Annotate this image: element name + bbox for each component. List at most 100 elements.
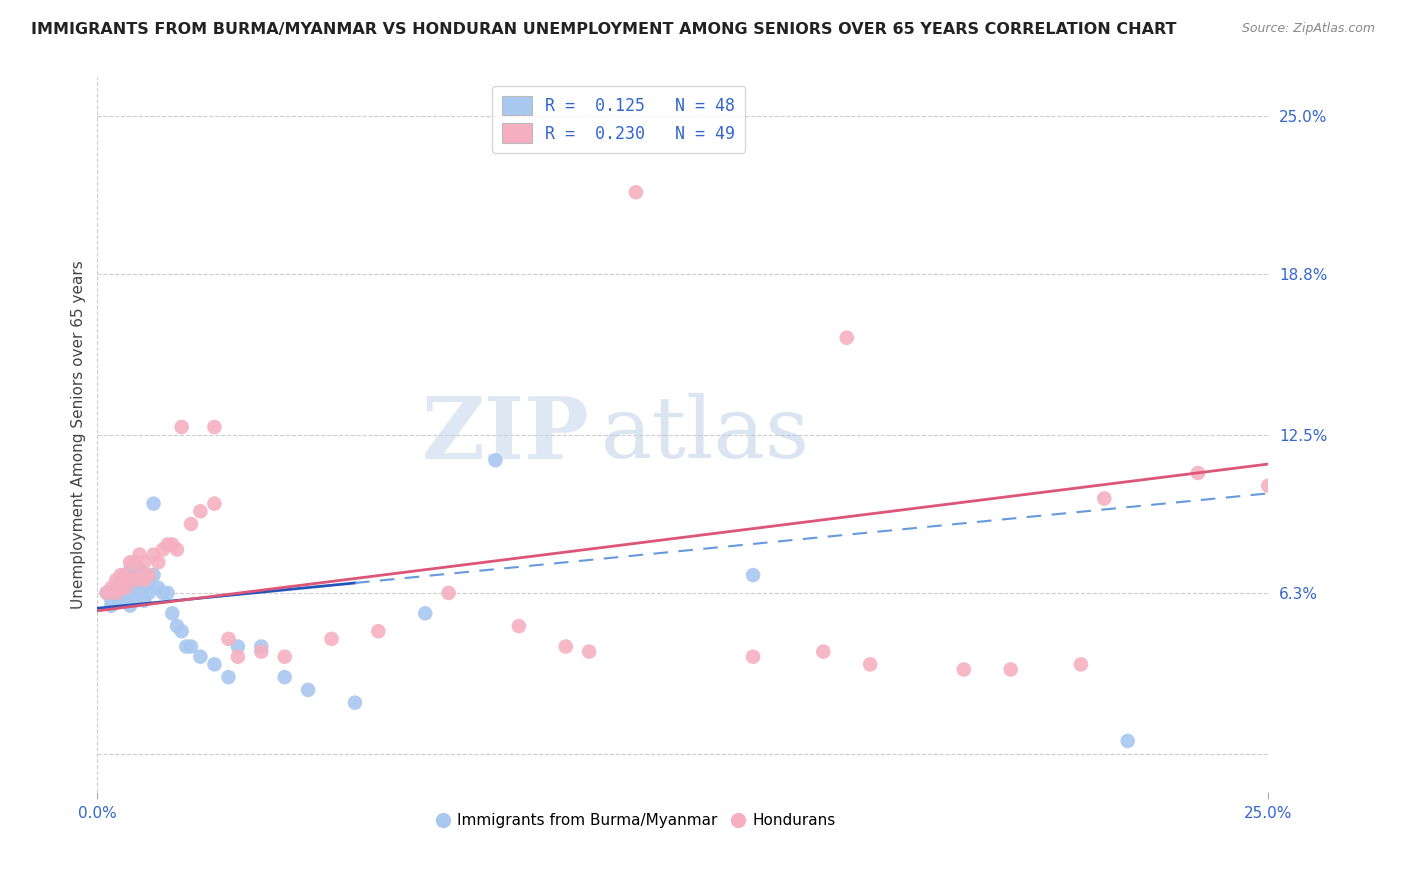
Point [180,640,202,654]
Point [128,563,150,577]
Point [138,573,160,587]
Point [1257,479,1279,493]
Point [170,420,193,434]
Point [226,640,249,654]
Point [128,568,150,582]
Point [226,649,249,664]
Text: ZIP: ZIP [422,392,589,476]
Point [204,657,226,672]
Point [100,581,122,595]
Point [134,573,156,587]
Point [1092,491,1115,506]
Point [218,632,240,646]
Point [96,586,118,600]
Point [367,624,389,639]
Point [162,607,184,621]
Point [152,586,174,600]
Point [110,593,132,607]
Point [142,568,165,582]
Point [114,593,136,607]
Point [190,649,212,664]
Point [170,624,193,639]
Point [859,657,882,672]
Point [124,568,146,582]
Point [142,497,165,511]
Point [96,586,118,600]
Point [148,581,170,595]
Point [250,640,273,654]
Point [100,599,122,613]
Point [105,586,128,600]
Point [952,663,974,677]
Point [105,573,128,587]
Y-axis label: Unemployment Among Seniors over 65 years: Unemployment Among Seniors over 65 years [72,260,86,609]
Text: Source: ZipAtlas.com: Source: ZipAtlas.com [1241,22,1375,36]
Point [484,453,506,467]
Point [120,573,142,587]
Point [742,649,765,664]
Point [835,331,858,345]
Point [166,542,188,557]
Point [162,537,184,551]
Point [114,573,136,587]
Point [218,670,240,684]
Point [128,548,150,562]
Point [142,548,165,562]
Point [134,581,156,595]
Point [742,568,765,582]
Point [152,542,174,557]
Point [110,581,132,595]
Point [190,504,212,518]
Point [124,555,146,569]
Point [554,640,576,654]
Point [100,593,122,607]
Point [166,619,188,633]
Point [128,573,150,587]
Point [120,555,142,569]
Text: atlas: atlas [600,393,810,476]
Point [148,555,170,569]
Point [273,670,295,684]
Point [343,696,366,710]
Point [1000,663,1022,677]
Point [120,563,142,577]
Point [321,632,343,646]
Point [134,555,156,569]
Point [250,645,273,659]
Legend: Immigrants from Burma/Myanmar, Hondurans: Immigrants from Burma/Myanmar, Hondurans [430,807,841,834]
Point [624,186,647,200]
Point [124,593,146,607]
Point [204,497,226,511]
Point [134,593,156,607]
Point [413,607,436,621]
Point [180,516,202,531]
Point [138,568,160,582]
Point [120,586,142,600]
Point [105,586,128,600]
Point [114,581,136,595]
Text: IMMIGRANTS FROM BURMA/MYANMAR VS HONDURAN UNEMPLOYMENT AMONG SENIORS OVER 65 YEA: IMMIGRANTS FROM BURMA/MYANMAR VS HONDURA… [31,22,1177,37]
Point [813,645,835,659]
Point [1070,657,1092,672]
Point [297,682,319,697]
Point [110,586,132,600]
Point [176,640,198,654]
Point [437,586,460,600]
Point [508,619,530,633]
Point [120,573,142,587]
Point [273,649,295,664]
Point [124,581,146,595]
Point [156,586,179,600]
Point [114,568,136,582]
Point [114,581,136,595]
Point [120,599,142,613]
Point [124,573,146,587]
Point [110,568,132,582]
Point [134,568,156,582]
Point [138,586,160,600]
Point [204,420,226,434]
Point [1187,466,1209,480]
Point [128,586,150,600]
Point [1116,734,1139,748]
Point [578,645,600,659]
